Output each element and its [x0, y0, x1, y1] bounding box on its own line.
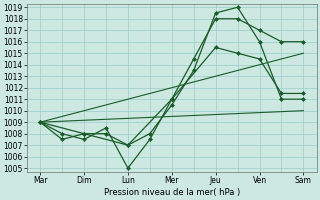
X-axis label: Pression niveau de la mer( hPa ): Pression niveau de la mer( hPa ) — [104, 188, 240, 197]
